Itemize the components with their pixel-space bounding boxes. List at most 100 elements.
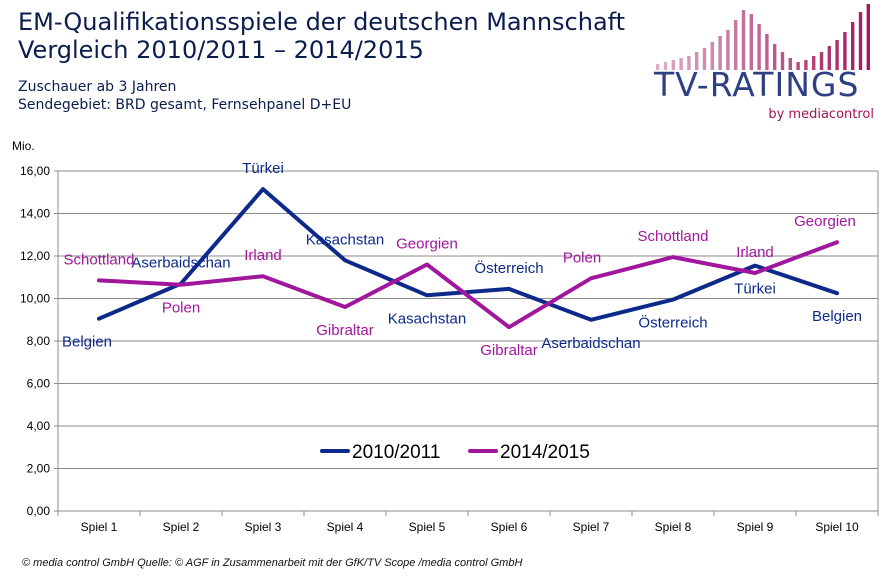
x-tick-label: Spiel 6 xyxy=(491,520,528,534)
x-tick-label: Spiel 10 xyxy=(815,520,859,534)
logo-bar xyxy=(765,34,769,70)
point-label: Schottland xyxy=(64,251,135,268)
y-tick-label: 0,00 xyxy=(27,504,51,518)
logo-bar xyxy=(687,56,691,70)
x-tick-label: Spiel 1 xyxy=(81,520,118,534)
logo-bar xyxy=(827,46,831,70)
x-tick-label: Spiel 9 xyxy=(737,520,774,534)
data-point xyxy=(261,274,265,278)
data-point xyxy=(179,283,183,287)
point-label: Türkei xyxy=(242,160,284,177)
data-point xyxy=(589,318,593,322)
legend-label: 2010/2011 xyxy=(352,442,440,463)
series-line-0 xyxy=(97,187,839,322)
x-tick-label: Spiel 4 xyxy=(327,520,364,534)
point-label: Irland xyxy=(244,247,282,264)
y-tick-label: 16,00 xyxy=(20,164,50,178)
data-point xyxy=(753,271,757,275)
y-tick-label: 6,00 xyxy=(27,377,51,391)
point-label: Belgien xyxy=(812,308,862,325)
point-label: Gibraltar xyxy=(316,322,374,339)
logo-bar xyxy=(780,52,785,70)
logo-bar xyxy=(718,36,722,70)
y-tick-label: 14,00 xyxy=(20,207,50,221)
data-point xyxy=(343,305,347,309)
chart-subtitle: Zuschauer ab 3 Jahren Sendegebiet: BRD g… xyxy=(18,78,351,114)
data-point xyxy=(507,287,511,291)
point-label: Georgien xyxy=(794,213,856,230)
point-label: Gibraltar xyxy=(480,342,538,359)
logo-bar xyxy=(679,58,683,70)
data-point xyxy=(671,298,675,302)
point-label: Österreich xyxy=(638,314,707,332)
logo-bar xyxy=(671,60,675,70)
y-tick-label: 10,00 xyxy=(20,292,50,306)
logo-wordmark: TV-RATINGS xyxy=(653,65,859,104)
y-tick-label: 2,00 xyxy=(27,462,51,476)
data-point xyxy=(835,291,839,295)
data-point xyxy=(671,255,675,259)
point-label: Österreich xyxy=(474,259,543,277)
y-tick-label: 12,00 xyxy=(20,249,50,263)
chart-series xyxy=(97,187,839,330)
point-label: Aserbaidschan xyxy=(131,255,230,272)
subtitle-line-1: Zuschauer ab 3 Jahren xyxy=(18,79,177,95)
data-point xyxy=(425,293,429,297)
y-tick-label: 8,00 xyxy=(27,334,51,348)
title-line-2: Vergleich 2010/2011 – 2014/2015 xyxy=(18,36,424,64)
data-point xyxy=(835,240,839,244)
logo-bar xyxy=(663,62,668,70)
logo-bar xyxy=(749,14,753,70)
point-label: Aserbaidschan xyxy=(541,335,640,352)
logo-bar xyxy=(695,52,699,70)
logo-bar xyxy=(656,64,660,70)
logo-bar xyxy=(710,42,714,70)
chart-title: EM-Qualifikationsspiele der deutschen Ma… xyxy=(18,8,625,64)
data-point xyxy=(425,263,429,266)
point-label: Schottland xyxy=(638,228,709,245)
logo-bar xyxy=(858,12,863,70)
logo-bar xyxy=(757,24,761,70)
title-line-1: EM-Qualifikationsspiele der deutschen Ma… xyxy=(18,8,626,36)
y-axis-unit: Mio. xyxy=(12,139,35,153)
equalizer-bars-icon xyxy=(656,4,870,70)
data-point xyxy=(261,187,265,191)
series-line-1 xyxy=(97,240,839,330)
x-tick-label: Spiel 3 xyxy=(245,520,282,534)
legend-label: 2014/2015 xyxy=(500,442,590,463)
y-tick-label: 4,00 xyxy=(27,419,51,433)
point-label: Kasachstan xyxy=(388,310,466,327)
logo-bar xyxy=(741,10,746,70)
logo-bar xyxy=(812,56,816,70)
logo-bar xyxy=(796,62,800,70)
chart-point-labels: Belgien Aserbaidschan Türkei Kasachstan Kasa… xyxy=(62,160,862,359)
point-label: Georgien xyxy=(396,236,458,253)
point-label: Türkei xyxy=(734,281,776,298)
x-axis-ticks: Spiel 1 Spiel 2 Spiel 3 Spiel 4 Spiel 5 Spiel… xyxy=(57,511,879,534)
logo-bar xyxy=(734,20,738,70)
logo-bar xyxy=(773,44,777,70)
x-tick-label: Spiel 8 xyxy=(655,520,692,534)
data-point xyxy=(97,317,101,321)
data-point xyxy=(589,276,593,280)
logo-bar xyxy=(843,32,847,70)
logo-bar xyxy=(835,40,839,70)
logo-bar xyxy=(866,4,870,70)
chart-gridlines xyxy=(54,170,879,512)
logo-bar xyxy=(702,48,707,70)
tv-ratings-logo: TV-RATINGS by mediacontrol xyxy=(653,4,874,122)
logo-bar xyxy=(726,30,730,70)
point-label: Kasachstan xyxy=(306,231,384,248)
source-footer: © media control GmbH Quelle: © AGF in Zu… xyxy=(22,557,523,569)
data-point xyxy=(343,258,347,262)
data-point xyxy=(507,325,511,329)
logo-bar xyxy=(851,22,855,70)
point-label: Belgien xyxy=(62,334,112,351)
subtitle-line-2: Sendegebiet: BRD gesamt, Fernsehpanel D+… xyxy=(18,97,352,113)
logo-bar xyxy=(788,58,792,70)
x-tick-label: Spiel 5 xyxy=(409,520,446,534)
logo-bar xyxy=(819,52,824,70)
logo-bar xyxy=(804,60,808,70)
x-tick-label: Spiel 7 xyxy=(573,520,610,534)
